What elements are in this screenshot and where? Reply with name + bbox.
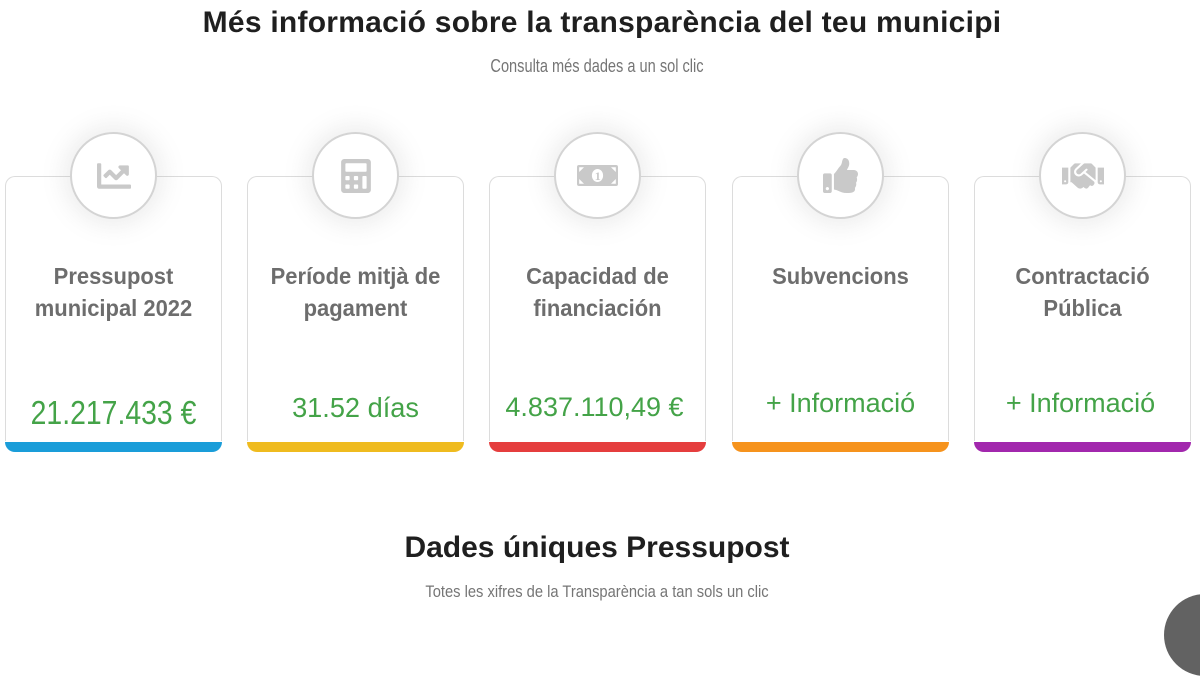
svg-text:1: 1 xyxy=(595,169,601,183)
